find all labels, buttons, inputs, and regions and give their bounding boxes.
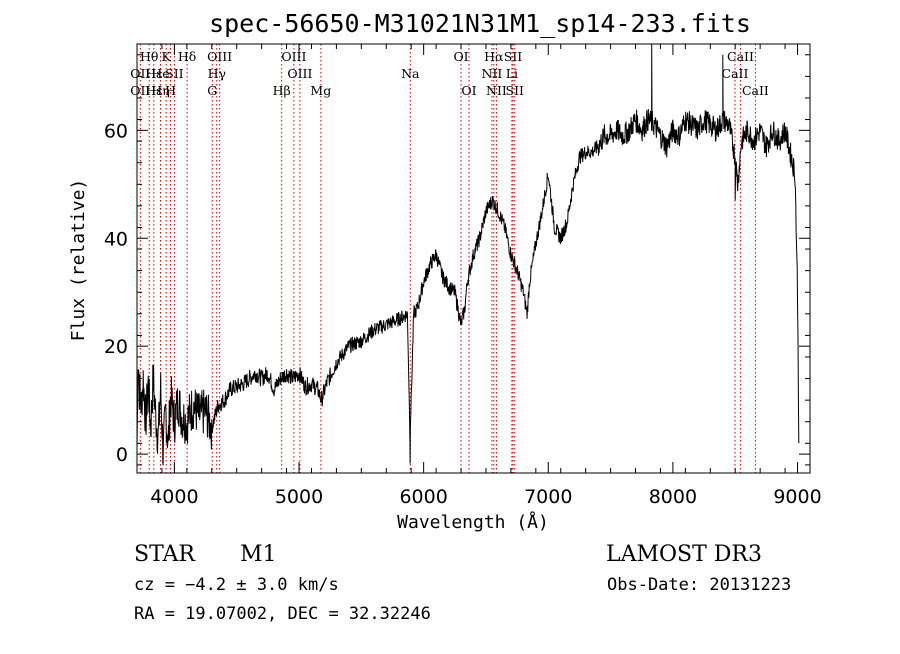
line-label: Hδ: [178, 49, 196, 64]
line-label: OI: [453, 49, 468, 64]
obs-date: Obs-Date: 20131223: [607, 575, 791, 595]
plot-frame: [136, 43, 811, 474]
y-tick-label: 0: [116, 444, 128, 466]
line-markers: [139, 44, 756, 473]
spectrum-line: [136, 43, 800, 466]
redshift-info: cz = −4.2 ± 3.0 km/s: [134, 575, 339, 595]
survey-name: LAMOST DR3: [606, 542, 762, 567]
x-axis-title: Wavelength (Å): [397, 511, 549, 533]
line-label: He: [151, 66, 169, 81]
line-label: NII: [486, 83, 507, 98]
axis-ticks: 4000 5000 6000 7000 8000 9000 0 20 40 60: [104, 44, 822, 508]
line-label: Hε: [145, 66, 162, 81]
x-tick-label: 7000: [524, 486, 572, 508]
line-label: Hη: [151, 83, 169, 98]
x-tick-label: 8000: [649, 486, 697, 508]
y-tick-label: 40: [104, 228, 128, 250]
line-label: Na: [401, 66, 420, 81]
line-label: Hε: [145, 83, 162, 98]
line-label: K: [161, 49, 171, 64]
line-label: Hγ: [208, 66, 226, 81]
line-label: OIII: [287, 66, 312, 81]
object-subclass: M1: [240, 542, 277, 567]
line-label: OIII: [281, 49, 306, 64]
line-label: NII: [482, 66, 503, 81]
line-label: Li: [506, 66, 518, 81]
y-tick-label: 60: [104, 120, 128, 142]
x-tick-label: 6000: [399, 486, 447, 508]
line-label: CaII: [722, 66, 749, 81]
line-label: CaII: [742, 83, 769, 98]
x-tick-label: 5000: [275, 486, 323, 508]
chart-title: spec-56650-M31021N31M1_sp14-233.fits: [209, 9, 751, 38]
object-class: STAR: [134, 542, 196, 567]
y-axis-title: Flux (relative): [68, 179, 89, 342]
line-label: Hα: [484, 49, 504, 64]
line-label: OI: [461, 83, 476, 98]
x-tick-label: 9000: [773, 486, 821, 508]
line-label: Hβ: [273, 83, 291, 98]
line-label: SII: [165, 66, 184, 81]
line-label: H: [165, 83, 176, 98]
line-label: SII: [504, 49, 523, 64]
line-label: OII: [130, 66, 150, 81]
y-tick-label: 20: [104, 336, 128, 358]
line-label: Mg: [310, 83, 331, 98]
line-label: Hθ: [140, 49, 158, 64]
line-label: OIII: [207, 49, 232, 64]
line-label: G: [207, 83, 217, 98]
spectrum-layer: [136, 43, 800, 466]
line-label: CaII: [727, 49, 754, 64]
line-label: OII: [130, 83, 150, 98]
coordinates: RA = 19.07002, DEC = 32.32246: [134, 604, 431, 624]
line-label: SII: [506, 83, 525, 98]
x-tick-label: 4000: [150, 486, 198, 508]
